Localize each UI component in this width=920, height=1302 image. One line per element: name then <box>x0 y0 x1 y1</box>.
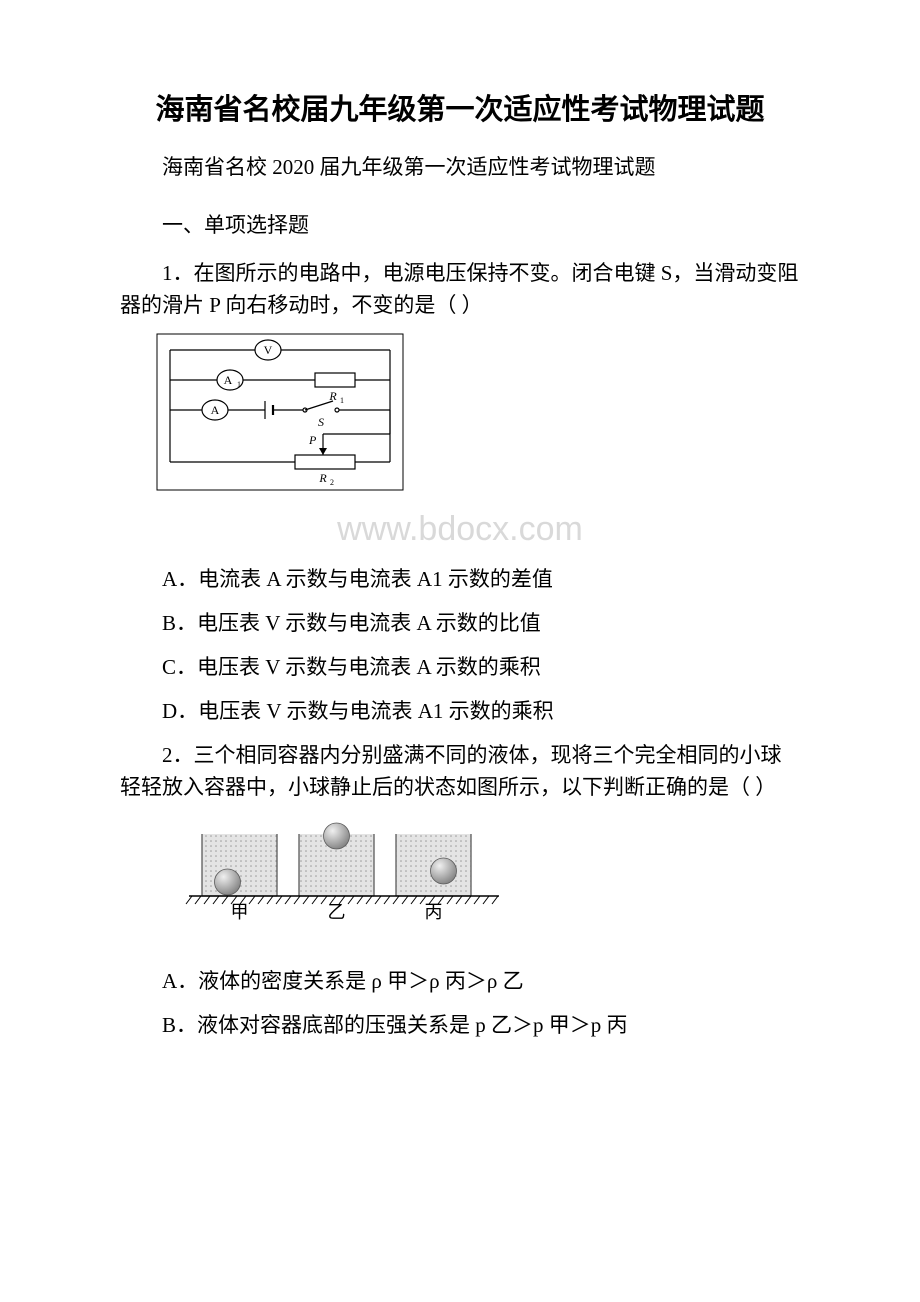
section-heading: 一、单项选择题 <box>120 209 800 239</box>
svg-text:A: A <box>224 373 233 387</box>
q1-option-c: C．电压表 V 示数与电流表 A 示数的乘积 <box>120 651 800 681</box>
subtitle: 海南省名校 2020 届九年级第一次适应性考试物理试题 <box>120 151 800 181</box>
q2-option-b: B．液体对容器底部的压强关系是 p 乙＞p 甲＞p 丙 <box>120 1009 800 1039</box>
svg-text:R: R <box>319 471 328 485</box>
q1-option-a: A．电流表 A 示数与电流表 A1 示数的差值 <box>120 563 800 593</box>
q1-option-b: B．电压表 V 示数与电流表 A 示数的比值 <box>120 607 800 637</box>
q2-stem: 2．三个相同容器内分别盛满不同的液体，现将三个完全相同的小球轻轻放入容器中，小球… <box>120 739 800 804</box>
svg-text:甲: 甲 <box>231 902 249 922</box>
q1-option-d: D．电压表 V 示数与电流表 A1 示数的乘积 <box>120 695 800 725</box>
svg-text:A: A <box>211 403 220 417</box>
circuit-diagram: VA1R1ASPR2 <box>155 332 405 492</box>
q1-stem: 1．在图所示的电路中，电源电压保持不变。闭合电键 S，当滑动变阻器的滑片 P 向… <box>120 257 800 322</box>
q2-containers-figure: 甲乙丙 <box>120 814 800 939</box>
svg-text:1: 1 <box>340 396 344 405</box>
watermark: www.bdocx.com <box>120 510 800 549</box>
q2-option-a: A．液体的密度关系是 ρ 甲＞ρ 丙＞ρ 乙 <box>120 965 800 995</box>
svg-text:2: 2 <box>330 478 334 487</box>
svg-text:丙: 丙 <box>425 902 443 922</box>
page-title: 海南省名校届九年级第一次适应性考试物理试题 <box>120 90 800 131</box>
svg-text:1: 1 <box>237 380 241 389</box>
svg-text:乙: 乙 <box>328 902 346 922</box>
svg-text:P: P <box>308 433 317 447</box>
q1-circuit-figure: VA1R1ASPR2 <box>120 332 800 492</box>
svg-text:V: V <box>264 343 273 357</box>
containers-diagram: 甲乙丙 <box>184 814 504 934</box>
svg-text:S: S <box>318 415 324 429</box>
